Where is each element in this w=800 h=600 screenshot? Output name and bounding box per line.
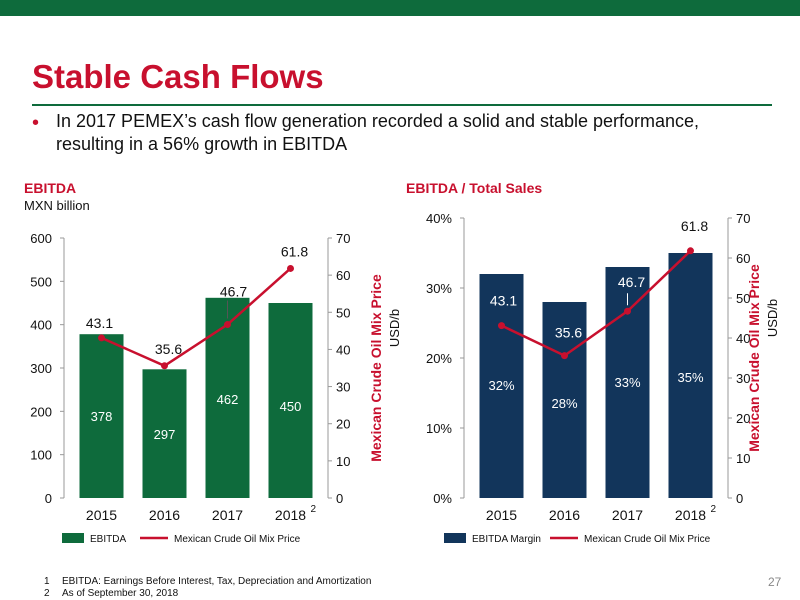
legend-label: Mexican Crude Oil Mix Price xyxy=(174,534,301,545)
bar-value-label: 32% xyxy=(488,378,514,393)
page-title: Stable Cash Flows xyxy=(32,58,324,95)
footnote: 2 As of September 30, 2018 xyxy=(44,588,179,599)
right-axis-tick-label: 50 xyxy=(736,291,750,306)
right-axis-tick-label: 40 xyxy=(336,342,350,357)
x-axis-tick-label: 2015 xyxy=(486,507,517,523)
bar xyxy=(142,369,187,498)
bar-value-label: 35% xyxy=(677,370,703,385)
x-axis-footnote-marker: 2 xyxy=(311,504,317,515)
price-line xyxy=(100,267,292,368)
left-axis-tick-label: 100 xyxy=(30,448,52,463)
x-axis-tick-label: 2017 xyxy=(612,507,643,523)
price-value-label: 61.8 xyxy=(281,243,308,259)
price-point xyxy=(287,264,294,272)
bar xyxy=(542,302,587,498)
right-axis-tick-label: 20 xyxy=(736,411,750,426)
legend-swatch-bar xyxy=(444,533,466,543)
left-axis-tick-label: 30% xyxy=(426,281,452,296)
ebitda-chart: EBITDA MXN billion 0 100 200 300 400 500 600 0 10 2… xyxy=(24,180,400,545)
right-axis-tick-label: 50 xyxy=(336,305,350,320)
price-value-label: 35.6 xyxy=(555,325,582,341)
bar xyxy=(205,297,250,498)
right-axis-tick-label: 30 xyxy=(336,380,350,395)
bar xyxy=(668,253,713,498)
price-value-label: 43.1 xyxy=(86,315,113,331)
price-point xyxy=(624,307,631,315)
left-axis-tick-label: 600 xyxy=(30,231,52,246)
right-axis-tick-label: 40 xyxy=(736,331,750,346)
price-value-label: 61.8 xyxy=(681,218,708,234)
price-point xyxy=(98,334,105,342)
chart-title: EBITDA / Total Sales xyxy=(406,180,542,196)
price-point xyxy=(498,322,505,330)
price-line xyxy=(500,249,692,358)
left-axis-tick-label: 400 xyxy=(30,318,52,333)
left-axis-tick-label: 300 xyxy=(30,361,52,376)
x-axis-tick-label: 2018 xyxy=(675,507,706,523)
left-axis-tick-label: 10% xyxy=(426,421,452,436)
right-axis-tick-label: 0 xyxy=(336,491,343,506)
legend-label: EBITDA xyxy=(90,534,126,545)
footnote: 1 EBITDA: Earnings Before Interest, Tax, … xyxy=(44,576,372,587)
bar xyxy=(479,274,524,498)
bar-value-label: 450 xyxy=(280,399,302,414)
x-axis-tick-label: 2018 xyxy=(275,507,306,523)
left-axis-tick-label: 500 xyxy=(30,274,52,289)
price-value-label: 46.7 xyxy=(220,284,247,300)
bar-value-label: 462 xyxy=(217,392,239,407)
right-axis-label: Mexican Crude Oil Mix Price xyxy=(368,274,384,462)
top-brand-bar xyxy=(0,0,800,16)
right-axis-tick-label: 60 xyxy=(336,268,350,283)
right-axis-unit: USD/b xyxy=(387,309,400,347)
price-value-label: 35.6 xyxy=(155,341,182,357)
bullet-icon: • xyxy=(32,112,40,134)
bar-value-label: 297 xyxy=(154,427,176,442)
right-axis-tick-label: 0 xyxy=(736,491,743,506)
right-axis-tick-label: 60 xyxy=(736,251,750,266)
footnotes: 1 EBITDA: Earnings Before Interest, Tax, … xyxy=(44,576,371,600)
price-point xyxy=(561,352,568,360)
legend-label: Mexican Crude Oil Mix Price xyxy=(584,534,711,545)
x-axis-footnote-marker: 2 xyxy=(711,504,717,515)
left-axis-tick-label: 40% xyxy=(426,211,452,226)
left-axis-tick-label: 20% xyxy=(426,351,452,366)
page-number: 27 xyxy=(768,575,782,589)
chart-subtitle: MXN billion xyxy=(24,198,90,213)
left-axis-tick-label: 200 xyxy=(30,404,52,419)
legend-label: EBITDA Margin xyxy=(472,534,541,545)
price-value-label: 43.1 xyxy=(490,293,517,309)
title-divider xyxy=(32,104,772,106)
right-axis-tick-label: 10 xyxy=(336,454,350,469)
price-point xyxy=(687,247,694,255)
bar xyxy=(79,334,124,498)
x-axis-tick-label: 2016 xyxy=(549,507,580,523)
right-axis-tick-label: 20 xyxy=(336,417,350,432)
bar-value-label: 33% xyxy=(614,375,640,390)
chart-title: EBITDA xyxy=(24,180,76,196)
x-axis-tick-label: 2016 xyxy=(149,507,180,523)
price-point xyxy=(224,321,231,329)
bar xyxy=(605,267,650,498)
bullet-text: In 2017 PEMEX’s cash flow generation rec… xyxy=(56,111,700,154)
bar-value-label: 28% xyxy=(551,396,577,411)
right-axis-tick-label: 70 xyxy=(336,231,350,246)
right-axis-tick-label: 30 xyxy=(736,371,750,386)
right-axis-tick-label: 70 xyxy=(736,211,750,226)
ebitda-margin-chart: EBITDA / Total Sales 0% 10% 20% 30% 40% 0 10 20 3… xyxy=(406,180,780,545)
left-axis-tick-label: 0% xyxy=(433,491,452,506)
right-axis-label: Mexican Crude Oil Mix Price xyxy=(746,264,762,452)
price-point xyxy=(161,362,168,370)
right-axis-unit: USD/b xyxy=(765,299,780,337)
price-value-label: 46.7 xyxy=(618,274,645,290)
x-axis-tick-label: 2015 xyxy=(86,507,117,523)
legend-swatch-bar xyxy=(62,533,84,543)
left-axis-tick-label: 0 xyxy=(45,491,52,506)
bar xyxy=(268,303,313,498)
bar-value-label: 378 xyxy=(91,409,113,424)
x-axis-tick-label: 2017 xyxy=(212,507,243,523)
right-axis-tick-label: 10 xyxy=(736,451,750,466)
